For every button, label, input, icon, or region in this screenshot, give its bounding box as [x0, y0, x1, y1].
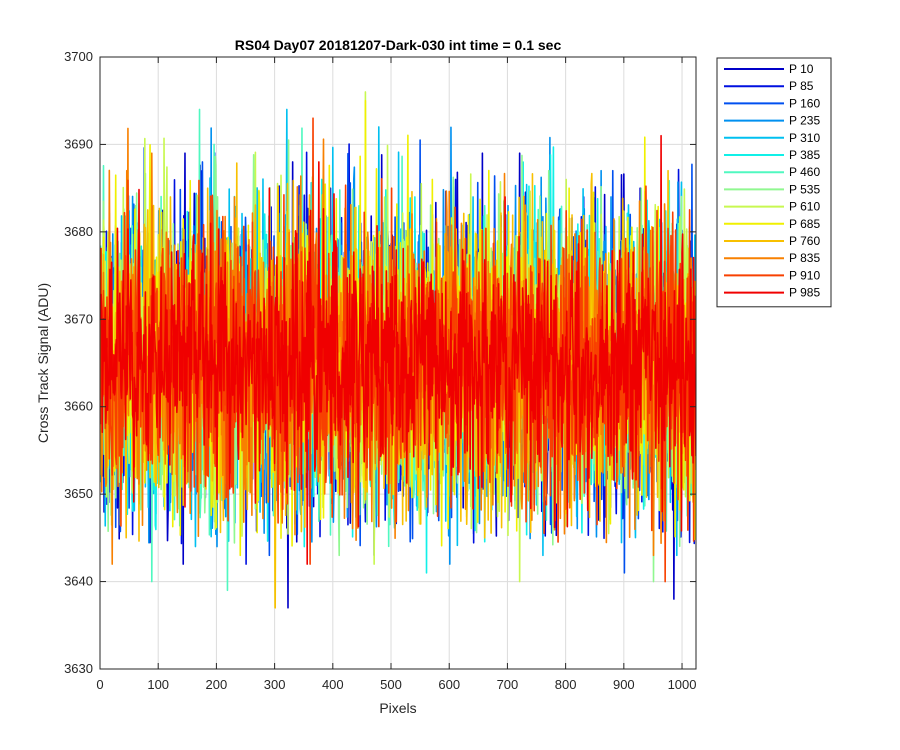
legend-label: P 385 — [789, 148, 820, 162]
y-axis-label: Cross Track Signal (ADU) — [35, 283, 51, 443]
axes-box — [99, 56, 697, 670]
legend-label: P 685 — [789, 217, 820, 231]
y-tick-label: 3650 — [64, 486, 93, 501]
legend-label: P 910 — [789, 268, 820, 282]
legend-label: P 310 — [789, 131, 820, 145]
legend-label: P 985 — [789, 286, 820, 300]
legend-box — [716, 57, 832, 308]
y-tick-label: 3670 — [64, 311, 93, 326]
legend-label: P 85 — [789, 79, 814, 93]
chart-title: RS04 Day07 20181207-Dark-030 int time = … — [235, 37, 562, 53]
legend-label: P 535 — [789, 182, 820, 196]
legend-label: P 160 — [789, 96, 820, 110]
y-tick-label: 3630 — [64, 661, 93, 676]
legend-label: P 10 — [789, 62, 814, 76]
ticks: 0 100 200 300 400 500 600 700 800 900 1000 3630 3640… — [64, 49, 696, 692]
x-tick-label: 100 — [147, 677, 169, 692]
x-tick-label: 700 — [497, 677, 519, 692]
legend-label: P 460 — [789, 165, 820, 179]
x-tick-label: 200 — [206, 677, 228, 692]
y-tick-label: 3660 — [64, 399, 93, 414]
x-tick-label: 0 — [96, 677, 103, 692]
x-tick-label: 500 — [380, 677, 402, 692]
legend: P 10 P 85 P 160 P 235 P 310 P 385 P 460 P 535 P … — [716, 57, 832, 308]
y-tick-label: 3640 — [64, 574, 93, 589]
y-tick-label: 3680 — [64, 224, 93, 239]
legend-label: P 835 — [789, 251, 820, 265]
y-tick-label: 3700 — [64, 49, 93, 64]
legend-label: P 235 — [789, 114, 820, 128]
legend-label: P 610 — [789, 200, 820, 214]
x-tick-label: 800 — [555, 677, 577, 692]
x-tick-label: 300 — [264, 677, 286, 692]
y-tick-label: 3690 — [64, 136, 93, 151]
legend-label: P 760 — [789, 234, 820, 248]
x-tick-label: 900 — [613, 677, 635, 692]
series-line — [100, 134, 696, 565]
x-tick-label: 1000 — [668, 677, 697, 692]
x-axis-label: Pixels — [379, 700, 416, 716]
x-tick-label: 400 — [322, 677, 344, 692]
series-layer — [100, 91, 696, 609]
x-tick-label: 600 — [438, 677, 460, 692]
